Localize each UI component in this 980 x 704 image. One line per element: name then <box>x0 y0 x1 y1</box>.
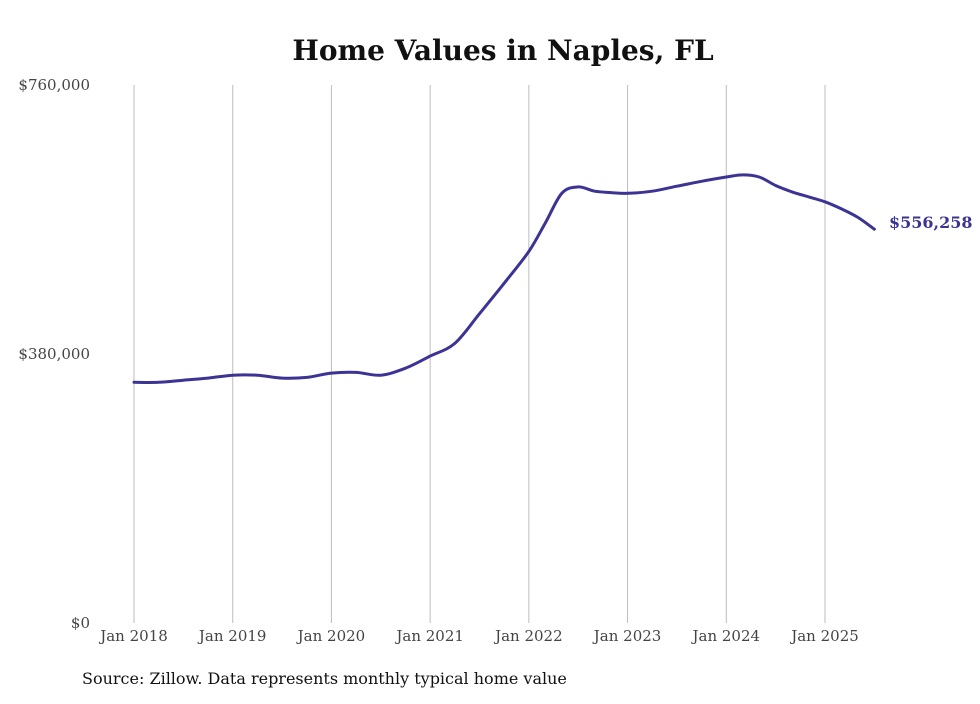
source-note: Source: Zillow. Data represents monthly … <box>82 669 567 688</box>
x-tick-label: Jan 2022 <box>493 627 563 645</box>
y-tick-label: $380,000 <box>18 345 90 363</box>
y-tick-label: $0 <box>71 614 90 632</box>
x-tick-label: Jan 2019 <box>197 627 267 645</box>
chart-title: Home Values in Naples, FL <box>292 34 714 67</box>
x-tick-label: Jan 2023 <box>592 627 662 645</box>
end-value-label: $556,258 <box>889 213 973 232</box>
x-tick-label: Jan 2025 <box>789 627 859 645</box>
x-tick-label: Jan 2020 <box>296 627 366 645</box>
y-axis-ticks: $0 $380,000 $760,000 <box>18 76 90 632</box>
x-tick-label: Jan 2024 <box>691 627 761 645</box>
x-tick-label: Jan 2021 <box>394 627 464 645</box>
series-line <box>132 173 876 384</box>
x-axis-ticks: Jan 2018 Jan 2019 Jan 2020 Jan 2021 Jan 2022… <box>98 627 859 645</box>
x-tick-label: Jan 2018 <box>98 627 168 645</box>
y-tick-label: $760,000 <box>18 76 90 94</box>
gridlines <box>133 85 826 623</box>
